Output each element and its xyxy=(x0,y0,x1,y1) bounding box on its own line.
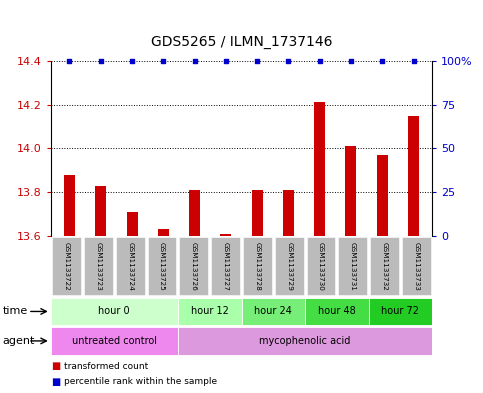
Text: GSM1133732: GSM1133732 xyxy=(382,242,387,291)
Bar xyxy=(158,229,169,236)
Bar xyxy=(84,237,113,296)
Text: agent: agent xyxy=(2,336,35,346)
Bar xyxy=(314,103,325,236)
Text: ■: ■ xyxy=(51,377,60,387)
Point xyxy=(97,58,105,64)
Bar xyxy=(189,190,200,236)
Bar xyxy=(408,116,419,236)
Text: hour 0: hour 0 xyxy=(99,307,130,316)
Bar xyxy=(242,298,305,325)
Point xyxy=(284,58,292,64)
Text: hour 48: hour 48 xyxy=(318,307,356,316)
Text: GSM1133725: GSM1133725 xyxy=(159,242,165,291)
Text: GSM1133722: GSM1133722 xyxy=(64,242,70,291)
Bar xyxy=(178,327,432,355)
Bar xyxy=(127,212,138,236)
Bar xyxy=(148,237,176,296)
Bar xyxy=(369,298,432,325)
Text: transformed count: transformed count xyxy=(64,362,148,371)
Text: GSM1133727: GSM1133727 xyxy=(223,242,228,291)
Bar xyxy=(339,237,367,296)
Bar xyxy=(283,190,294,236)
Bar xyxy=(211,237,240,296)
Text: hour 24: hour 24 xyxy=(255,307,292,316)
Text: GSM1133730: GSM1133730 xyxy=(318,242,324,291)
Bar xyxy=(95,185,106,236)
Point xyxy=(378,58,386,64)
Bar xyxy=(116,237,144,296)
Bar xyxy=(275,237,304,296)
Text: untreated control: untreated control xyxy=(72,336,157,346)
Point xyxy=(128,58,136,64)
Text: GSM1133731: GSM1133731 xyxy=(350,242,356,291)
Text: GSM1133733: GSM1133733 xyxy=(413,242,419,291)
Bar xyxy=(402,237,431,296)
Text: ■: ■ xyxy=(51,361,60,371)
Point xyxy=(66,58,73,64)
Text: percentile rank within the sample: percentile rank within the sample xyxy=(64,377,217,386)
Bar xyxy=(64,174,75,236)
Bar xyxy=(305,298,369,325)
Point xyxy=(191,58,199,64)
Bar xyxy=(52,237,81,296)
Text: GSM1133728: GSM1133728 xyxy=(255,242,260,291)
Text: GSM1133726: GSM1133726 xyxy=(191,242,197,291)
Bar xyxy=(178,298,242,325)
Text: GSM1133729: GSM1133729 xyxy=(286,242,292,291)
Text: mycophenolic acid: mycophenolic acid xyxy=(259,336,351,346)
Point xyxy=(410,58,417,64)
Text: GDS5265 / ILMN_1737146: GDS5265 / ILMN_1737146 xyxy=(151,35,332,49)
Point xyxy=(316,58,324,64)
Bar xyxy=(377,155,388,236)
Point xyxy=(159,58,167,64)
Bar xyxy=(220,233,231,236)
Bar xyxy=(252,190,263,236)
Text: GSM1133723: GSM1133723 xyxy=(96,242,101,291)
Text: hour 12: hour 12 xyxy=(191,307,228,316)
Point xyxy=(222,58,230,64)
Text: hour 72: hour 72 xyxy=(382,307,420,316)
Point xyxy=(253,58,261,64)
Bar xyxy=(307,237,335,296)
Bar xyxy=(51,298,178,325)
Bar xyxy=(243,237,272,296)
Point xyxy=(347,58,355,64)
Text: time: time xyxy=(2,307,28,316)
Bar xyxy=(345,146,356,236)
Bar xyxy=(51,327,178,355)
Bar xyxy=(370,237,399,296)
Bar xyxy=(179,237,208,296)
Text: GSM1133724: GSM1133724 xyxy=(127,242,133,291)
